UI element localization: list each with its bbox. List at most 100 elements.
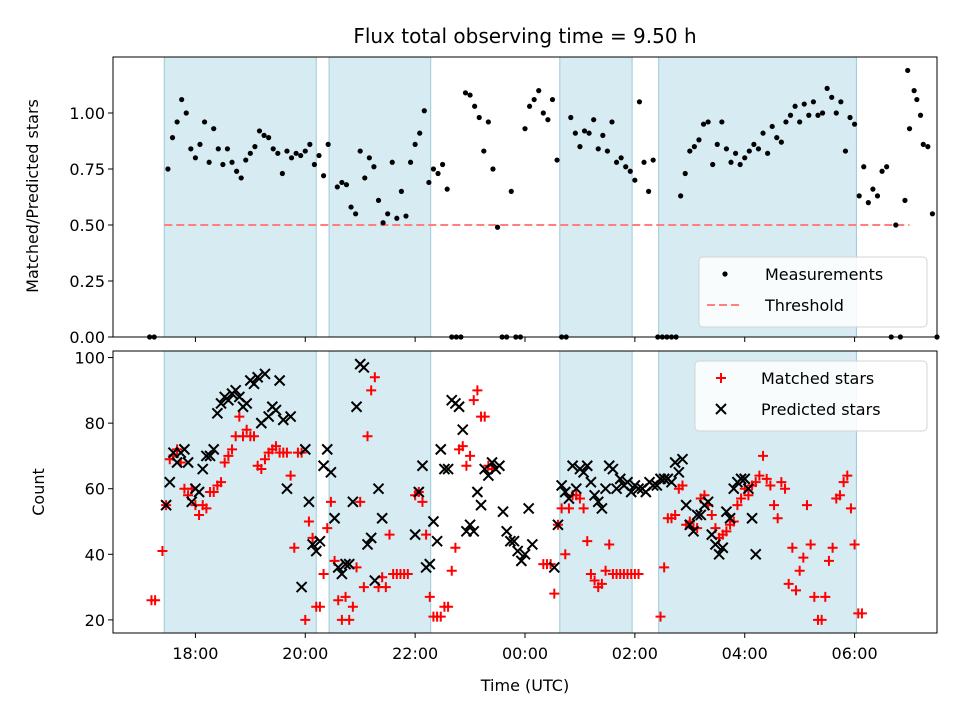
data-point bbox=[182, 456, 194, 469]
data-point bbox=[252, 144, 258, 150]
data-point bbox=[669, 456, 681, 469]
data-point bbox=[599, 483, 612, 495]
data-point bbox=[240, 397, 253, 410]
data-point bbox=[293, 150, 299, 156]
data-point bbox=[879, 168, 885, 174]
data-point bbox=[284, 410, 297, 423]
data-point bbox=[504, 535, 517, 547]
data-point bbox=[325, 496, 336, 507]
data-point bbox=[350, 401, 363, 413]
data-point bbox=[234, 411, 245, 422]
x-tick-label: 04:00 bbox=[722, 644, 768, 663]
data-point bbox=[765, 480, 776, 491]
data-point bbox=[303, 516, 314, 527]
data-point bbox=[417, 496, 428, 507]
data-point bbox=[169, 135, 176, 141]
data-point bbox=[724, 512, 736, 524]
data-point bbox=[787, 112, 794, 118]
legend: Measurements Threshold bbox=[698, 256, 928, 328]
data-point bbox=[737, 161, 743, 168]
data-point bbox=[322, 523, 333, 534]
data-point bbox=[650, 157, 656, 163]
data-point bbox=[493, 460, 506, 472]
data-point bbox=[508, 188, 514, 194]
data-point bbox=[256, 464, 267, 475]
data-point bbox=[540, 110, 546, 116]
data-point bbox=[522, 126, 528, 132]
data-point bbox=[905, 67, 911, 74]
data-point bbox=[709, 538, 722, 551]
data-point bbox=[519, 548, 531, 561]
data-point bbox=[165, 166, 171, 172]
data-point bbox=[706, 528, 718, 541]
data-point bbox=[769, 123, 775, 130]
y-tick-label: 0.75 bbox=[69, 160, 105, 179]
data-point bbox=[476, 114, 482, 121]
data-point bbox=[343, 182, 350, 188]
bottom-y-axis-label: Count bbox=[29, 468, 48, 516]
data-point bbox=[453, 401, 465, 413]
data-point bbox=[394, 215, 400, 221]
data-point bbox=[750, 477, 761, 488]
data-point bbox=[500, 525, 513, 538]
data-point bbox=[385, 211, 391, 217]
data-point bbox=[801, 101, 807, 107]
data-point bbox=[347, 601, 358, 612]
data-point bbox=[440, 161, 446, 168]
data-point bbox=[809, 591, 820, 602]
data-point bbox=[511, 545, 524, 557]
data-point bbox=[765, 150, 771, 156]
data-point bbox=[820, 591, 831, 602]
data-point bbox=[486, 456, 498, 469]
data-point bbox=[197, 463, 209, 475]
data-point bbox=[427, 515, 440, 528]
chart-title: Flux total observing time = 9.50 h bbox=[353, 24, 696, 48]
data-point bbox=[911, 88, 917, 94]
data-point bbox=[849, 539, 860, 550]
data-point bbox=[596, 502, 608, 515]
data-point bbox=[358, 361, 370, 374]
data-point bbox=[372, 483, 385, 495]
series-measurements bbox=[147, 67, 940, 340]
data-point bbox=[261, 132, 267, 138]
data-point bbox=[746, 512, 758, 524]
data-point bbox=[755, 146, 762, 152]
data-point bbox=[842, 470, 853, 481]
data-point bbox=[925, 144, 931, 150]
data-point bbox=[467, 92, 473, 98]
data-point bbox=[384, 529, 395, 540]
data-point bbox=[389, 159, 395, 165]
data-point bbox=[591, 117, 597, 123]
data-point bbox=[275, 150, 281, 156]
y-tick-label: 1.00 bbox=[69, 104, 105, 123]
data-point bbox=[277, 414, 290, 426]
data-point bbox=[320, 173, 327, 179]
data-point bbox=[607, 463, 619, 475]
data-point bbox=[761, 473, 772, 484]
legend-label: Measurements bbox=[765, 265, 883, 284]
data-point bbox=[632, 177, 638, 183]
data-point bbox=[852, 121, 858, 127]
data-point bbox=[549, 588, 560, 599]
data-point bbox=[780, 483, 791, 494]
data-point bbox=[560, 549, 571, 560]
data-point bbox=[421, 108, 427, 114]
data-point bbox=[229, 384, 242, 397]
data-point bbox=[678, 193, 684, 199]
legend-label: Matched stars bbox=[761, 369, 874, 388]
data-point bbox=[751, 141, 757, 147]
data-point bbox=[805, 539, 816, 550]
data-point bbox=[302, 148, 308, 154]
data-point bbox=[316, 152, 322, 159]
series-predicted-stars bbox=[160, 358, 762, 593]
data-point bbox=[582, 536, 593, 547]
data-point bbox=[193, 486, 205, 498]
data-point bbox=[723, 146, 730, 152]
data-point bbox=[592, 496, 604, 508]
data-point bbox=[336, 568, 348, 580]
data-point bbox=[548, 561, 561, 574]
data-point bbox=[589, 575, 600, 586]
data-point bbox=[531, 96, 537, 103]
data-point bbox=[670, 509, 681, 520]
data-point bbox=[421, 529, 432, 540]
